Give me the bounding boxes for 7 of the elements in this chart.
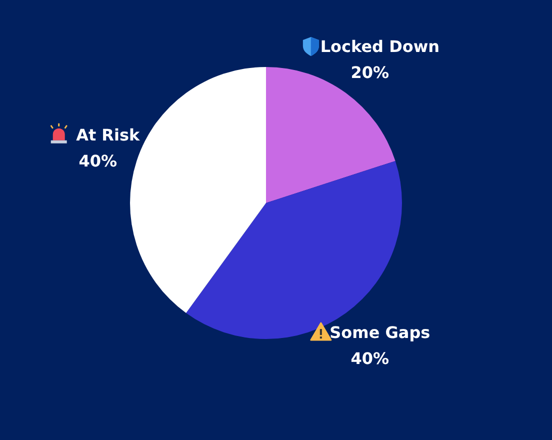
data-label: 40% — [78, 151, 117, 170]
slice-label: At Risk — [76, 125, 140, 144]
slice-label: Locked Down — [320, 36, 440, 56]
data-label: 40% — [350, 349, 390, 368]
pie-slice — [266, 67, 396, 203]
slice-label: Some Gaps — [330, 323, 430, 342]
data-label: 20% — [350, 62, 390, 82]
